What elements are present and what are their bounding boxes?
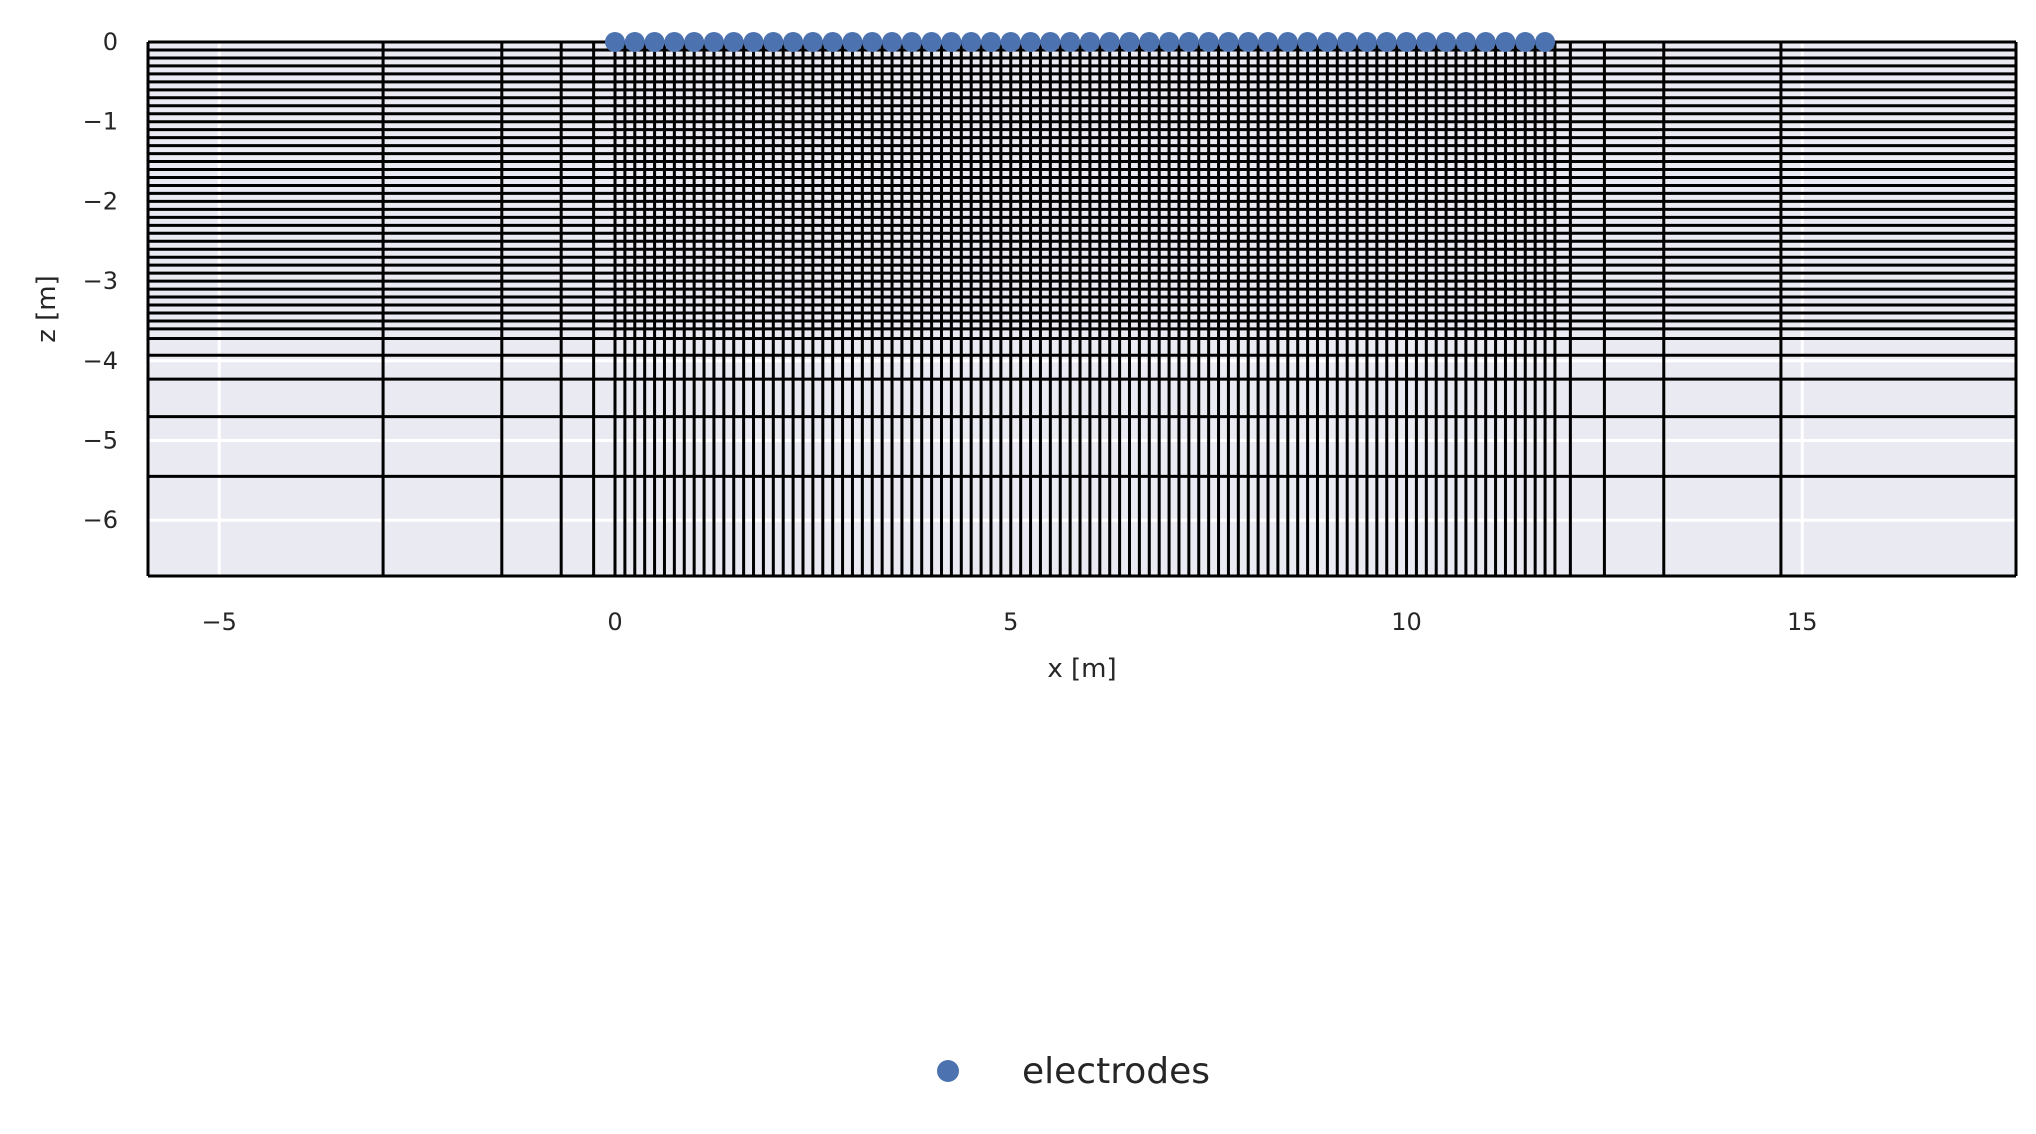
electrode-marker: [743, 32, 764, 52]
electrode-marker: [1139, 32, 1160, 52]
electrode-marker: [842, 32, 863, 52]
electrode-marker: [1258, 32, 1279, 52]
electrode-marker: [1079, 32, 1100, 52]
y-axis-label: z [m]: [32, 275, 62, 343]
mesh-lines: [146, 40, 2018, 578]
electrode-marker: [941, 32, 962, 52]
electrode-marker: [862, 32, 883, 52]
legend-label-electrodes: electrodes: [1022, 1051, 1210, 1092]
electrode-marker: [921, 32, 942, 52]
electrode-marker: [1376, 32, 1397, 52]
electrode-marker: [1218, 32, 1239, 52]
electrode-marker: [1099, 32, 1120, 52]
electrode-marker: [684, 32, 705, 52]
electrode-marker: [882, 32, 903, 52]
y-tick-labels: 0 −1 −2 −3 −4 −5 −6: [83, 28, 118, 534]
electrode-marker: [1475, 32, 1496, 52]
electrode-marker: [1198, 32, 1219, 52]
electrode-marker: [1159, 32, 1180, 52]
electrode-marker: [822, 32, 843, 52]
electrode-marker: [1000, 32, 1021, 52]
electrode-marker: [1337, 32, 1358, 52]
y-tick-label: −2: [83, 187, 118, 215]
electrode-marker: [1020, 32, 1041, 52]
electrode-marker: [605, 32, 625, 52]
electrode-marker: [980, 32, 1001, 52]
x-tick-label: 0: [607, 608, 622, 636]
electrode-marker: [664, 32, 685, 52]
electrode-marker: [1535, 32, 1556, 52]
electrode-marker: [1515, 32, 1536, 52]
electrode-marker: [783, 32, 804, 52]
x-tick-labels: −5 0 5 10 15: [202, 608, 1818, 636]
electrode-marker: [1040, 32, 1061, 52]
x-tick-label: 15: [1787, 608, 1818, 636]
x-axis-label: x [m]: [1047, 654, 1116, 684]
electrode-marker: [1238, 32, 1259, 52]
legend-marker-electrodes: [937, 1060, 959, 1082]
electrode-marker: [1396, 32, 1417, 52]
electrode-marker: [802, 32, 823, 52]
electrode-marker: [1277, 32, 1298, 52]
electrode-marker: [1297, 32, 1318, 52]
electrode-marker: [1356, 32, 1377, 52]
electrode-marker: [1060, 32, 1081, 52]
electrode-marker: [901, 32, 922, 52]
y-tick-label: 0: [103, 28, 118, 56]
y-tick-label: −5: [83, 427, 118, 455]
electrode-marker: [763, 32, 784, 52]
electrode-marker: [1495, 32, 1516, 52]
electrode-marker: [644, 32, 665, 52]
electrode-marker: [723, 32, 744, 52]
electrode-markers: [605, 32, 1556, 52]
legend: electrodes: [937, 1051, 1210, 1092]
electrode-marker: [1416, 32, 1437, 52]
electrode-marker: [1178, 32, 1199, 52]
y-tick-label: −4: [83, 347, 118, 375]
x-tick-label: 5: [1003, 608, 1018, 636]
electrode-marker: [1436, 32, 1457, 52]
electrode-marker: [703, 32, 724, 52]
x-tick-label: −5: [202, 608, 237, 636]
electrode-marker: [624, 32, 645, 52]
x-tick-label: 10: [1391, 608, 1422, 636]
electrode-marker: [961, 32, 982, 52]
electrode-marker: [1455, 32, 1476, 52]
y-tick-label: −1: [83, 108, 118, 136]
y-tick-label: −3: [83, 267, 118, 295]
electrode-marker: [1119, 32, 1140, 52]
y-tick-label: −6: [83, 506, 118, 534]
electrode-marker: [1317, 32, 1338, 52]
